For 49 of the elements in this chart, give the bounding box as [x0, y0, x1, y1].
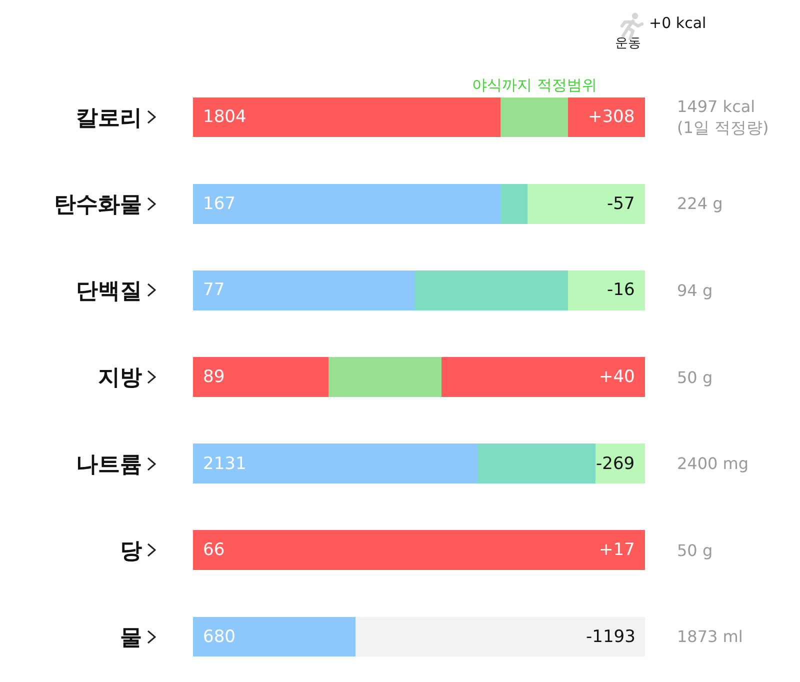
bar [356, 616, 645, 657]
text: 50 g [677, 541, 713, 560]
annotation: +308 [588, 107, 635, 127]
annotation: +40 [599, 367, 635, 387]
annotation: -269 [596, 454, 635, 474]
annotation: 1804 [203, 107, 246, 127]
y-tick-label: 단백질 [76, 279, 142, 304]
text: 2400 mg [677, 454, 749, 473]
text: 1497 kcal (1일 적정량) [677, 97, 769, 137]
annotation: 77 [203, 280, 225, 300]
y-tick-label: 지방 [98, 366, 142, 391]
bar [414, 270, 568, 310]
bar [193, 97, 500, 138]
text: 1873 ml [677, 627, 743, 646]
bar [568, 270, 645, 310]
bar [478, 444, 596, 484]
y-tick-label: 나트륨 [76, 452, 142, 478]
bar [193, 270, 414, 310]
bar [595, 444, 645, 484]
annotation: 야식까지 적정범위 [472, 76, 597, 94]
bar [568, 97, 645, 138]
bar [527, 184, 645, 224]
annotation: -57 [607, 194, 635, 214]
y-tick-label: 물 [120, 625, 142, 650]
bar [193, 184, 500, 224]
bar [500, 97, 568, 138]
text: 94 g [677, 281, 713, 300]
bar [328, 357, 442, 397]
annotation: -16 [607, 280, 635, 300]
annotation: +17 [599, 540, 635, 560]
annotation: 66 [203, 540, 225, 560]
text: 224 g [677, 194, 723, 213]
y-tick-label: 탄수화물 [54, 192, 142, 218]
text: 운동 [615, 36, 641, 51]
y-tick-label: 당 [120, 538, 142, 564]
text: 50 g [677, 368, 713, 387]
bar [500, 184, 528, 224]
bar [193, 357, 329, 397]
annotation: -1193 [586, 627, 636, 647]
bar [193, 530, 645, 570]
bar [193, 444, 478, 484]
y-tick-label: 칼로리 [76, 106, 142, 131]
annotation: 167 [203, 194, 236, 214]
bar [193, 616, 356, 657]
annotation: 680 [203, 627, 236, 647]
annotation: 2131 [203, 454, 246, 474]
annotation: 89 [203, 367, 225, 387]
text: +0 kcal [649, 14, 706, 32]
bar [442, 357, 645, 397]
